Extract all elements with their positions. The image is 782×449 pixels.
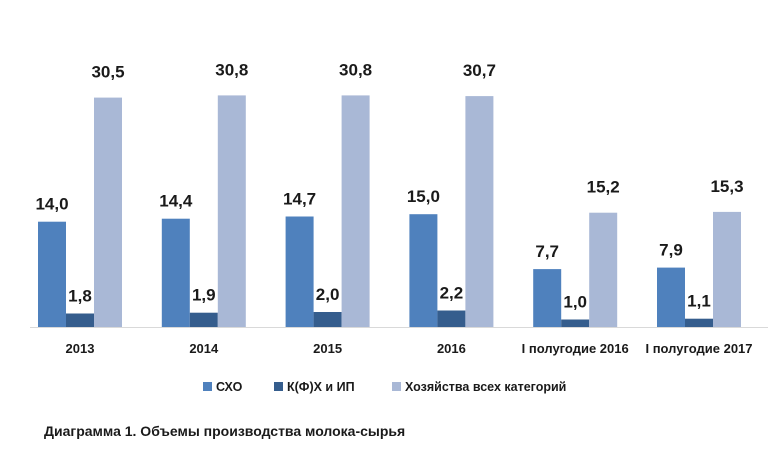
bar-sho xyxy=(533,269,562,327)
chart-caption: Диаграмма 1. Объемы производства молока-… xyxy=(44,423,406,439)
x-tick-label: 2013 xyxy=(66,341,95,356)
data-label-sho: 14,0 xyxy=(35,195,68,214)
bar-sho xyxy=(38,221,66,327)
legend-swatch-all-categories xyxy=(392,382,401,391)
bar-all-categories xyxy=(465,96,494,327)
milk-production-chart: 14,0 1,8 30,5 14,4 1,9 30,8 14,7 2,0 30,8 15,0 2,2… xyxy=(30,60,768,394)
bar-kfh-ip xyxy=(685,318,713,327)
bar-kfh-ip xyxy=(66,313,94,327)
data-label-sho: 14,4 xyxy=(159,192,193,211)
data-label-kfh-ip: 1,8 xyxy=(68,287,92,306)
x-tick-label: 2016 xyxy=(437,341,466,356)
category-label-group: 2013 2014 2015 2016 I полугодие 2016 I полуго… xyxy=(66,341,753,356)
bar-kfh-ip xyxy=(189,312,218,327)
bar-all-categories xyxy=(94,97,122,327)
data-label-all-categories: 30,7 xyxy=(463,61,496,80)
bar-kfh-ip xyxy=(437,310,466,327)
data-label-all-categories: 15,3 xyxy=(710,177,743,196)
bar-all-categories xyxy=(589,212,618,327)
legend-label-sho: СХО xyxy=(216,380,243,394)
data-label-all-categories: 30,8 xyxy=(339,60,372,79)
data-label-kfh-ip: 2,2 xyxy=(440,284,464,303)
data-label-kfh-ip: 2,0 xyxy=(316,285,340,304)
bar-sho xyxy=(161,218,190,327)
legend-swatch-sho xyxy=(203,382,212,391)
data-label-all-categories: 30,5 xyxy=(91,63,124,82)
bar-all-categories xyxy=(341,95,370,328)
x-tick-label: I полугодие 2016 xyxy=(522,341,629,356)
data-label-kfh-ip: 1,9 xyxy=(192,286,216,305)
x-tick-label: 2015 xyxy=(313,341,342,356)
bar-sho xyxy=(285,216,314,327)
legend-label-all-categories: Хозяйства всех категорий xyxy=(405,380,566,394)
bar-all-categories xyxy=(713,211,741,327)
legend-label-kfh-ip: К(Ф)Х и ИП xyxy=(287,380,355,394)
legend: СХО К(Ф)Х и ИП Хозяйства всех категорий xyxy=(203,380,566,394)
data-label-kfh-ip: 1,0 xyxy=(563,293,587,312)
value-label-group: 14,0 1,8 30,5 14,4 1,9 30,8 14,7 2,0 30,8 15,0 2,2… xyxy=(35,60,743,311)
bar-sho xyxy=(657,267,685,327)
data-label-sho: 7,7 xyxy=(535,242,559,261)
bar-all-categories xyxy=(217,95,246,328)
data-label-sho: 7,9 xyxy=(659,241,683,260)
data-label-sho: 14,7 xyxy=(283,190,316,209)
data-label-all-categories: 30,8 xyxy=(215,60,248,79)
legend-swatch-kfh-ip xyxy=(274,382,283,391)
data-label-all-categories: 15,2 xyxy=(587,178,620,197)
bar-sho xyxy=(409,214,438,327)
bar-kfh-ip xyxy=(561,319,590,327)
x-tick-label: I полугодие 2017 xyxy=(645,341,752,356)
bar-kfh-ip xyxy=(313,312,342,327)
data-label-sho: 15,0 xyxy=(407,187,440,206)
bar-group xyxy=(38,95,741,328)
data-label-kfh-ip: 1,1 xyxy=(687,292,711,311)
x-tick-label: 2014 xyxy=(189,341,219,356)
